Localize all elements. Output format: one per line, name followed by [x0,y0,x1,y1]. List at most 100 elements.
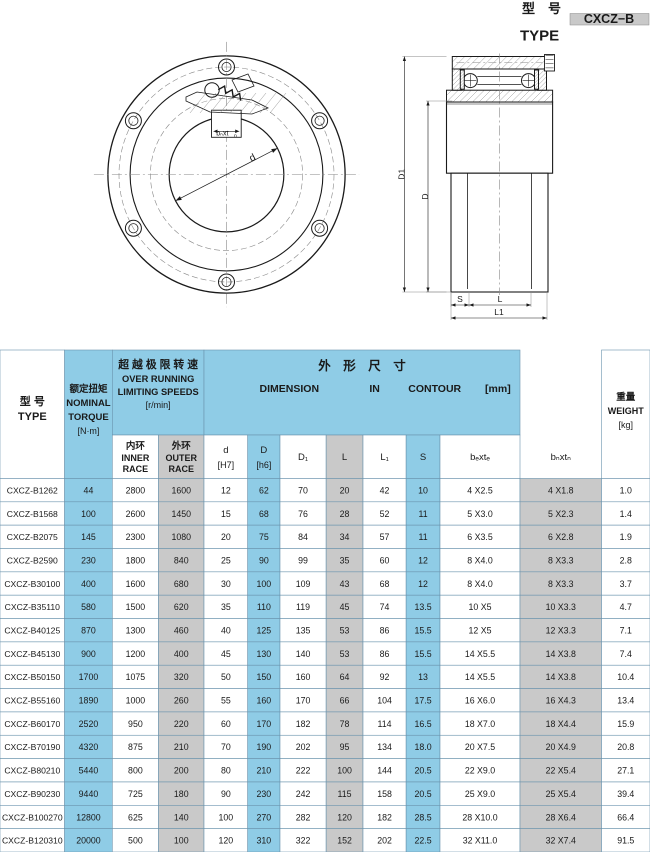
svg-text:580: 580 [81,602,96,612]
svg-text:282: 282 [296,812,311,822]
svg-text:20: 20 [340,485,350,495]
svg-text:L: L [498,294,503,304]
svg-text:RACE: RACE [168,464,194,474]
svg-text:100: 100 [81,509,96,519]
svg-text:22.5: 22.5 [415,836,432,846]
svg-text:100: 100 [257,579,272,589]
svg-text:34: 34 [340,532,350,542]
svg-text:160: 160 [296,672,311,682]
svg-text:28: 28 [340,509,350,519]
svg-text:4.7: 4.7 [620,602,632,612]
svg-text:120: 120 [219,836,234,846]
svg-text:92: 92 [380,672,390,682]
svg-text:4 X1.8: 4 X1.8 [548,485,574,495]
svg-text:242: 242 [296,789,311,799]
svg-text:n: n [234,133,237,139]
svg-text:114: 114 [378,719,392,729]
svg-text:1.4: 1.4 [620,509,632,519]
svg-text:1.0: 1.0 [620,485,632,495]
svg-text:18 X7.0: 18 X7.0 [465,719,495,729]
svg-text:310: 310 [257,836,272,846]
svg-text:13: 13 [418,672,428,682]
svg-text:CXCZ-B80210: CXCZ-B80210 [4,766,60,776]
svg-text:90: 90 [259,555,269,565]
svg-text:2300: 2300 [126,532,146,542]
svg-text:66.4: 66.4 [617,812,634,822]
svg-text:800: 800 [128,766,143,776]
svg-text:7.1: 7.1 [620,626,632,636]
svg-text:TYPE: TYPE [520,28,559,45]
svg-text:2800: 2800 [126,485,146,495]
svg-text:134: 134 [377,742,392,752]
svg-text:TORQUE: TORQUE [68,412,108,423]
svg-text:152: 152 [337,836,352,846]
svg-text:76: 76 [298,509,308,519]
svg-text:3.7: 3.7 [620,579,632,589]
svg-text:28.5: 28.5 [415,812,432,822]
svg-text:45: 45 [221,649,231,659]
svg-text:190: 190 [257,742,272,752]
svg-text:CXCZ-B45130: CXCZ-B45130 [4,649,60,659]
svg-text:100: 100 [337,766,352,776]
svg-text:45: 45 [340,602,350,612]
svg-text:WEIGHT: WEIGHT [608,406,644,416]
svg-text:5440: 5440 [79,766,99,776]
svg-text:13.5: 13.5 [415,602,432,612]
svg-text:CXCZ−B: CXCZ−B [584,12,634,26]
svg-text:400: 400 [174,649,189,659]
svg-text:6 X2.8: 6 X2.8 [548,532,574,542]
svg-text:2600: 2600 [126,509,146,519]
svg-text:8 X3.3: 8 X3.3 [548,579,574,589]
svg-text:140: 140 [174,812,189,822]
svg-text:外 形 尺 寸: 外 形 尺 寸 [317,358,406,373]
svg-text:CONTOUR: CONTOUR [408,383,461,395]
svg-text:1800: 1800 [126,555,146,565]
svg-text:内环: 内环 [126,440,146,452]
svg-text:D₁: D₁ [298,452,308,463]
svg-text:22 X5.4: 22 X5.4 [546,766,576,776]
svg-text:220: 220 [174,719,189,729]
svg-text:8 X3.3: 8 X3.3 [548,555,574,565]
svg-text:1075: 1075 [126,672,146,682]
svg-text:6 X3.5: 6 X3.5 [467,532,493,542]
svg-text:1600: 1600 [171,485,191,495]
svg-text:202: 202 [377,836,392,846]
svg-text:DIMENSION: DIMENSION [260,383,320,395]
svg-text:68: 68 [380,579,390,589]
svg-text:500: 500 [128,836,143,846]
svg-text:210: 210 [174,742,189,752]
svg-text:7.4: 7.4 [620,649,632,659]
svg-text:OVER RUNNING: OVER RUNNING [122,374,194,384]
svg-text:900: 900 [81,649,96,659]
svg-text:30: 30 [221,579,231,589]
svg-text:1700: 1700 [79,672,99,682]
svg-text:55: 55 [221,696,231,706]
svg-text:L₁: L₁ [380,452,389,463]
svg-text:210: 210 [257,766,272,776]
svg-text:10: 10 [418,485,428,495]
svg-text:CXCZ-B90230: CXCZ-B90230 [4,789,60,799]
svg-text:[mm]: [mm] [485,383,511,395]
svg-text:50: 50 [221,672,231,682]
svg-text:IN: IN [369,383,380,395]
svg-text:14 X5.5: 14 X5.5 [465,649,495,659]
svg-text:CXCZ-B60170: CXCZ-B60170 [4,719,60,729]
svg-text:620: 620 [174,602,189,612]
svg-text:70: 70 [298,485,308,495]
svg-text:86: 86 [380,649,390,659]
svg-text:950: 950 [128,719,143,729]
svg-text:74: 74 [380,602,390,612]
svg-text:OUTER: OUTER [166,453,198,463]
svg-text:625: 625 [128,812,143,822]
svg-text:160: 160 [257,696,272,706]
svg-text:9440: 9440 [79,789,99,799]
svg-text:130: 130 [257,649,272,659]
svg-text:RACE: RACE [123,464,149,474]
svg-text:53: 53 [340,626,350,636]
svg-text:1300: 1300 [126,626,146,636]
svg-text:110: 110 [257,602,271,612]
svg-text:CXCZ-B2590: CXCZ-B2590 [7,555,58,565]
svg-text:144: 144 [377,766,392,776]
svg-text:4 X2.5: 4 X2.5 [467,485,493,495]
svg-text:680: 680 [174,579,189,589]
